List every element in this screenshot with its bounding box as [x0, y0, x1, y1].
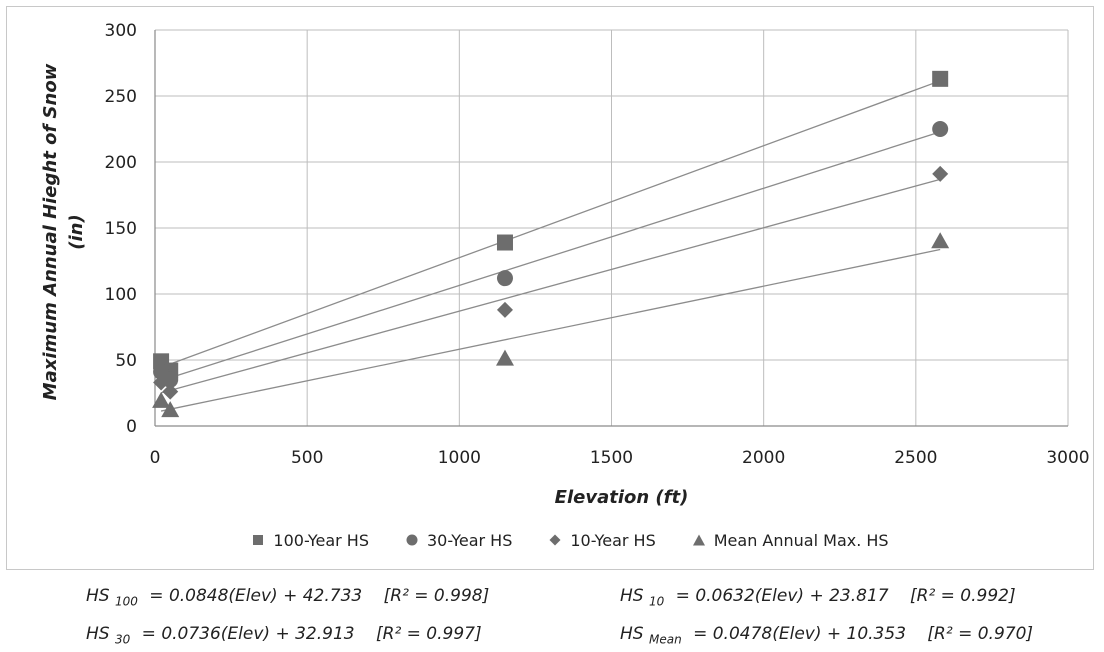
legend-item-30-year: 30-Year HS — [405, 528, 512, 552]
equation-mean-text: = 0.0478(Elev) + 10.353 — [693, 624, 907, 644]
y-tick-label: 50 — [115, 351, 137, 371]
equation-10-subscript: 10 — [648, 594, 665, 609]
legend-label-100-year: 100-Year HS — [273, 530, 369, 550]
y-tick-label: 100 — [105, 285, 137, 305]
x-tick-label: 3000 — [1046, 448, 1089, 468]
legend-item-mean-annual: Mean Annual Max. HS — [692, 528, 889, 552]
equation-100-prefix: HS — [86, 586, 110, 606]
trendline-series-0 — [160, 80, 941, 368]
data-point-diamond — [162, 383, 179, 400]
trendline-series-3 — [160, 248, 941, 412]
equation-mean: HS Mean = 0.0478(Elev) + 10.353 [R² = 0.… — [620, 624, 1033, 646]
data-point-triangle — [152, 391, 171, 408]
data-point-triangle — [931, 232, 950, 249]
chart-frame — [6, 6, 1094, 570]
y-tick-label: 0 — [126, 417, 137, 437]
legend-label-10-year: 10-Year HS — [570, 530, 656, 550]
diamond-marker-icon — [549, 534, 561, 546]
data-point-triangle — [161, 401, 180, 418]
equation-10-year: HS 10 = 0.0632(Elev) + 23.817 [R² = 0.99… — [620, 586, 1016, 608]
circle-marker-icon — [406, 534, 418, 546]
equation-10-r2: [R² = 0.992] — [910, 586, 1016, 606]
data-point-square — [932, 70, 949, 87]
data-point-square — [496, 234, 513, 251]
x-tick-label: 0 — [150, 448, 161, 468]
legend-item-100-year: 100-Year HS — [251, 528, 369, 552]
y-tick-label: 250 — [105, 87, 137, 107]
legend-item-10-year: 10-Year HS — [548, 528, 656, 552]
data-point-circle — [496, 270, 513, 287]
data-point-diamond — [932, 165, 949, 182]
equation-10-text: = 0.0632(Elev) + 23.817 — [675, 586, 889, 606]
equation-30-subscript: 30 — [114, 632, 131, 647]
y-tick-label: 200 — [105, 153, 137, 173]
data-point-diamond — [496, 301, 513, 318]
x-tick-label: 500 — [291, 448, 323, 468]
equation-10-prefix: HS — [620, 586, 644, 606]
equation-100-text: = 0.0848(Elev) + 42.733 — [149, 586, 363, 606]
trendline-series-1 — [160, 131, 941, 382]
equation-mean-prefix: HS — [620, 624, 644, 644]
equation-100-r2: [R² = 0.998] — [383, 586, 490, 606]
equation-mean-r2: [R² = 0.970] — [927, 624, 1034, 644]
data-point-diamond — [153, 374, 170, 391]
equation-30-prefix: HS — [86, 624, 110, 644]
legend-label-30-year: 30-Year HS — [426, 530, 513, 550]
x-tick-label: 2500 — [894, 448, 937, 468]
triangle-marker-icon — [692, 534, 705, 546]
x-tick-label: 2000 — [742, 448, 785, 468]
y-axis-title: Maximum Annual Hieght of Snow — [40, 63, 61, 400]
y-tick-label: 300 — [105, 21, 137, 41]
equation-100-year: HS 100 = 0.0848(Elev) + 42.733 [R² = 0.9… — [86, 586, 489, 608]
equation-30-text: = 0.0736(Elev) + 32.913 — [141, 624, 355, 644]
equation-30-year: HS 30 = 0.0736(Elev) + 32.913 [R² = 0.99… — [86, 624, 482, 646]
regression-equations: HS 100 = 0.0848(Elev) + 42.733 [R² = 0.9… — [0, 580, 1104, 652]
equation-30-r2: [R² = 0.997] — [376, 624, 482, 644]
equation-100-subscript: 100 — [114, 594, 138, 609]
legend: 100-Year HS 30-Year HS 10-Year HS Mean A… — [220, 528, 920, 552]
data-point-circle — [932, 121, 949, 137]
legend-label-mean-annual: Mean Annual Max. HS — [713, 530, 889, 550]
y-tick-label: 150 — [105, 219, 137, 239]
data-point-triangle — [495, 349, 514, 366]
x-tick-label: 1000 — [438, 448, 481, 468]
trendline-series-2 — [160, 178, 941, 394]
x-tick-label: 1500 — [590, 448, 633, 468]
equation-mean-subscript: Mean — [648, 632, 682, 647]
square-marker-icon — [253, 535, 264, 545]
y-axis-title-unit: (in) — [66, 214, 87, 249]
x-axis-title: Elevation (ft) — [555, 487, 689, 508]
